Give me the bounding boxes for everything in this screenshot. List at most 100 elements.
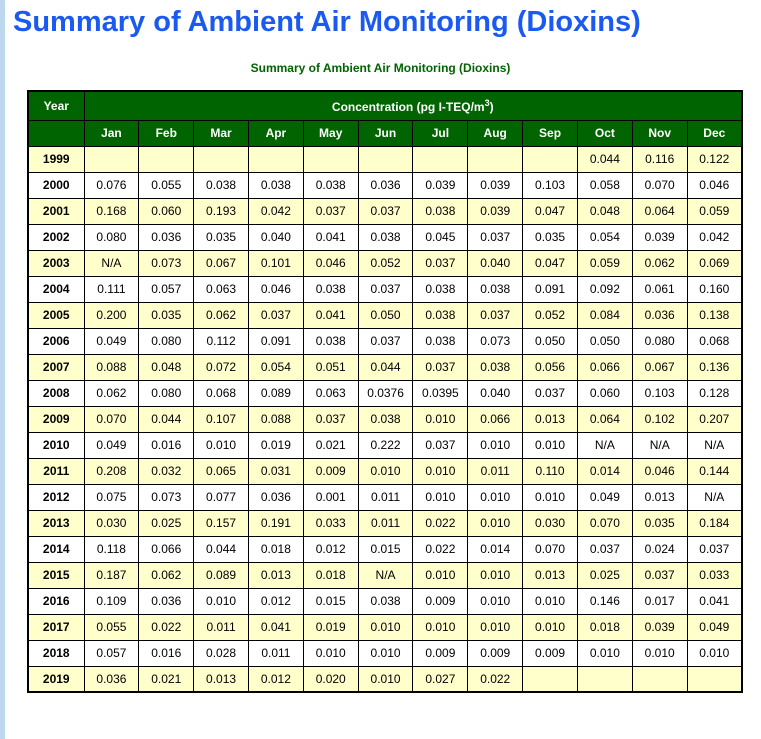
year-cell: 2019 [27,665,85,693]
value-cell: 0.057 [83,639,140,667]
value-cell: 0.012 [247,587,304,615]
table-row: 1999 0.044 0.116 0.122 [27,145,743,173]
value-cell: 0.030 [83,509,140,537]
value-cell: 0.012 [302,535,359,563]
value-cell: 0.037 [412,431,469,459]
value-cell [576,665,633,693]
value-cell [522,665,578,693]
value-cell: 0.050 [357,301,414,329]
value-cell: 0.058 [576,171,633,199]
value-cell: 0.014 [467,535,524,563]
value-cell: 0.061 [631,275,688,303]
value-cell: 0.208 [83,457,140,485]
value-cell: 0.028 [193,639,249,667]
table-row: 2003 N/A 0.073 0.067 0.101 0.046 0.052 0.037 0.0… [27,249,743,277]
value-cell: 0.010 [686,639,743,667]
value-cell: 0.111 [83,275,140,303]
value-cell: N/A [576,431,633,459]
value-cell: 0.054 [247,353,304,381]
value-cell: 0.038 [302,327,359,355]
value-cell: 0.037 [412,353,469,381]
value-cell: 0.014 [576,457,633,485]
table-row: 2005 0.200 0.035 0.062 0.037 0.041 0.050 0.038 0… [27,301,743,329]
value-cell: 0.168 [83,197,140,225]
value-cell: 0.070 [576,509,633,537]
value-cell: 0.021 [302,431,359,459]
year-cell: 2009 [27,405,85,433]
value-cell: 0.039 [631,223,688,251]
month-header: Dec [686,119,743,147]
table-row: 2002 0.080 0.036 0.035 0.040 0.041 0.038 0.045 0… [27,223,743,251]
value-cell: 0.010 [412,483,469,511]
year-column-header: Year [27,90,85,121]
value-cell: 0.089 [193,561,249,589]
month-header-row: Jan Feb Mar Apr May Jun Jul Aug Sep Oct Nov Dec [27,119,743,147]
value-cell: 0.057 [138,275,195,303]
value-cell: 0.016 [138,639,195,667]
table-row: 2017 0.055 0.022 0.011 0.041 0.019 0.010 0.010 0… [27,613,743,641]
value-cell: 0.037 [357,275,414,303]
value-cell: 0.068 [686,327,743,355]
value-cell: 0.022 [412,535,469,563]
value-cell: 0.052 [357,249,414,277]
value-cell: 0.067 [631,353,688,381]
value-cell: 0.049 [83,431,140,459]
value-cell: 0.037 [522,379,578,407]
value-cell: 0.157 [193,509,249,537]
value-cell: 0.055 [83,613,140,641]
value-cell: 0.038 [412,327,469,355]
value-cell: 0.025 [138,509,195,537]
value-cell: 0.011 [247,639,304,667]
month-header: Feb [138,119,195,147]
month-header: May [302,119,359,147]
value-cell: 0.013 [193,665,249,693]
month-header: Jul [412,119,469,147]
value-cell: 0.070 [522,535,578,563]
year-cell: 2011 [27,457,85,485]
value-cell: 0.011 [357,483,414,511]
value-cell: 0.010 [193,587,249,615]
month-header: Oct [576,119,633,147]
value-cell: N/A [357,561,414,589]
value-cell: 0.038 [193,171,249,199]
value-cell: 0.109 [83,587,140,615]
value-cell: 0.068 [193,379,249,407]
value-cell: 0.041 [302,301,359,329]
value-cell: 0.080 [83,223,140,251]
value-cell: 0.017 [631,587,688,615]
value-cell: 0.022 [412,509,469,537]
value-cell: 0.037 [302,405,359,433]
value-cell: 0.030 [522,509,578,537]
value-cell: 0.020 [302,665,359,693]
table-header: Year Concentration (pg I-TEQ/m3) Jan Feb M… [27,90,743,147]
year-cell: 2005 [27,301,85,329]
value-cell: 0.010 [522,431,578,459]
value-cell: 0.011 [193,613,249,641]
value-cell: 0.001 [302,483,359,511]
value-cell: 0.035 [631,509,688,537]
table-row: 2016 0.109 0.036 0.010 0.012 0.015 0.038 0.009 0… [27,587,743,615]
value-cell: 0.009 [302,457,359,485]
table-row: 2000 0.076 0.055 0.038 0.038 0.038 0.036 0.039 0… [27,171,743,199]
value-cell: 0.010 [357,457,414,485]
value-cell: 0.038 [412,197,469,225]
value-cell: 0.184 [686,509,743,537]
value-cell: 0.222 [357,431,414,459]
year-cell: 2018 [27,639,85,667]
value-cell: 0.010 [357,613,414,641]
value-cell: 0.066 [576,353,633,381]
page-left-border [0,0,5,739]
value-cell: 0.038 [357,405,414,433]
table-row: 2014 0.118 0.066 0.044 0.018 0.012 0.015 0.022 0… [27,535,743,563]
value-cell: 0.066 [467,405,524,433]
value-cell: 0.045 [412,223,469,251]
value-cell: 0.059 [576,249,633,277]
value-cell: 0.049 [576,483,633,511]
table-row: 2015 0.187 0.062 0.089 0.013 0.018 N/A 0.010 0.0… [27,561,743,589]
value-cell [138,145,195,173]
value-cell: 0.065 [193,457,249,485]
value-cell: 0.055 [138,171,195,199]
table-row: 2019 0.036 0.021 0.013 0.012 0.020 0.010 0.027 0… [27,665,743,693]
value-cell: 0.039 [412,171,469,199]
value-cell: 0.036 [138,223,195,251]
